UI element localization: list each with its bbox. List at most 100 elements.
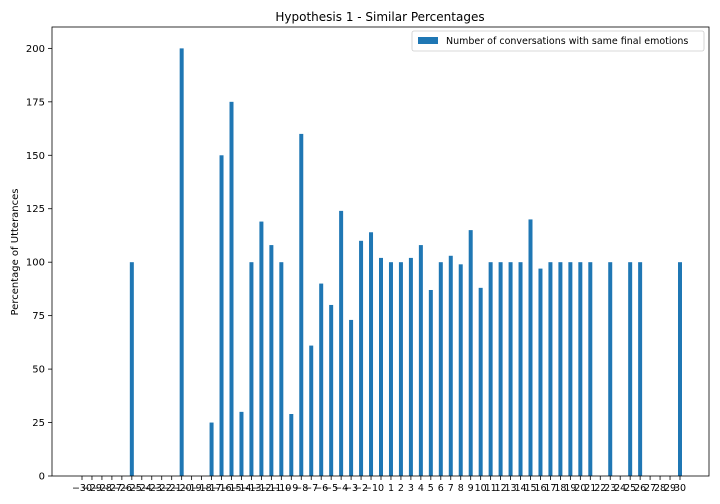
y-ticks-layer: 0 25 50 75 100 125 150 175 200	[26, 44, 52, 483]
x-tick-label: 3	[408, 483, 414, 494]
x-tick-label: 9	[468, 483, 474, 494]
plot-frame	[51, 26, 710, 477]
x-tick-label: 16	[534, 483, 546, 494]
x-tick-label: 21	[584, 483, 596, 494]
x-tick-label: 17	[544, 483, 556, 494]
bar-21	[588, 262, 593, 476]
bar-4	[418, 245, 423, 476]
bar--17	[209, 422, 214, 476]
x-tick-label: 7	[448, 483, 454, 494]
bar--25	[129, 262, 134, 476]
x-tick-label: 27	[644, 483, 656, 494]
bar--15	[229, 101, 234, 476]
x-tick-label: 28	[654, 483, 666, 494]
bar-19	[568, 262, 573, 476]
x-tick-label: −18	[192, 483, 212, 494]
x-tick-label: −14	[231, 483, 251, 494]
bar-11	[488, 262, 493, 476]
x-tick-label: 4	[418, 483, 424, 494]
y-tick-label: 125	[26, 204, 45, 215]
y-tick-label: 100	[26, 258, 45, 269]
bar--4	[339, 210, 344, 476]
y-tick-label: 75	[32, 311, 45, 322]
x-tick-label: 29	[664, 483, 676, 494]
x-tick-label: 24	[614, 483, 626, 494]
bar-10	[478, 287, 483, 476]
bar--10	[279, 262, 284, 476]
bar-7	[448, 255, 453, 476]
x-tick-label: −26	[112, 483, 132, 494]
x-tick-label: −17	[202, 483, 222, 494]
bar-8	[458, 264, 463, 476]
x-tick-label: 26	[634, 483, 646, 494]
x-tick-label: −11	[261, 483, 281, 494]
bar--7	[309, 345, 314, 476]
bar--20	[179, 48, 184, 476]
x-tick-label: 1	[388, 483, 394, 494]
x-tick-label: −4	[334, 483, 348, 494]
bar--5	[329, 304, 334, 476]
x-tick-label: −15	[221, 483, 241, 494]
x-tick-label: −29	[82, 483, 102, 494]
bar--11	[269, 245, 274, 476]
chart-title: Hypothesis 1 - Similar Percentages	[275, 10, 484, 24]
x-tick-label: −27	[102, 483, 122, 494]
x-tick-label: −22	[152, 483, 172, 494]
x-tick-label: −19	[182, 483, 202, 494]
bar--16	[219, 155, 224, 477]
x-tick-label: −8	[294, 483, 308, 494]
bar-13	[508, 262, 513, 476]
x-tick-label: 12	[495, 483, 507, 494]
bar-12	[498, 262, 503, 476]
x-tick-label: 23	[604, 483, 616, 494]
x-tick-label: −13	[241, 483, 261, 494]
bar-23	[608, 262, 613, 476]
x-tick-label: −12	[251, 483, 271, 494]
x-tick-label: −23	[142, 483, 162, 494]
bar--2	[359, 240, 364, 476]
x-tick-label: −21	[162, 483, 182, 494]
x-ticks-layer: −30−29−28−27−26−25−24−23−22−21−20−19−18−…	[72, 476, 686, 494]
bar-25	[628, 262, 633, 476]
x-tick-label: 13	[505, 483, 517, 494]
bar-14	[518, 262, 523, 476]
x-tick-label: −10	[271, 483, 291, 494]
x-tick-label: 20	[574, 483, 586, 494]
bar-2	[398, 262, 403, 476]
x-tick-label: −5	[324, 483, 338, 494]
x-tick-label: 19	[564, 483, 576, 494]
x-tick-label: 30	[674, 483, 686, 494]
x-tick-label: −24	[132, 483, 152, 494]
y-tick-label: 175	[26, 97, 45, 108]
x-tick-label: −20	[172, 483, 192, 494]
x-tick-label: −2	[354, 483, 368, 494]
x-tick-label: −28	[92, 483, 112, 494]
bar--12	[259, 221, 264, 476]
x-tick-label: 18	[554, 483, 566, 494]
x-tick-label: 22	[594, 483, 606, 494]
x-tick-label: −16	[212, 483, 232, 494]
x-tick-label: −1	[364, 483, 378, 494]
y-tick-label: 0	[39, 472, 45, 483]
x-tick-label: 8	[458, 483, 464, 494]
x-tick-label: 6	[438, 483, 444, 494]
x-tick-label: 11	[485, 483, 497, 494]
x-tick-label: 5	[428, 483, 434, 494]
bar-9	[468, 230, 473, 476]
legend: Number of conversations with same final …	[411, 30, 705, 52]
x-tick-label: 14	[514, 483, 526, 494]
y-tick-label: 150	[26, 151, 45, 162]
x-tick-label: 0	[378, 483, 384, 494]
legend-label: Number of conversations with same final …	[446, 36, 688, 47]
x-tick-label: −3	[344, 483, 358, 494]
x-tick-label: −6	[314, 483, 328, 494]
x-tick-label: 10	[475, 483, 487, 494]
y-tick-label: 25	[32, 418, 45, 429]
bar--9	[289, 414, 294, 476]
bar--13	[249, 262, 254, 476]
y-tick-label: 200	[26, 44, 45, 55]
y-tick-label: 50	[32, 365, 45, 376]
y-axis-label: Percentage of Utterances	[10, 188, 21, 315]
bar-3	[408, 257, 413, 476]
legend-box	[411, 30, 705, 52]
